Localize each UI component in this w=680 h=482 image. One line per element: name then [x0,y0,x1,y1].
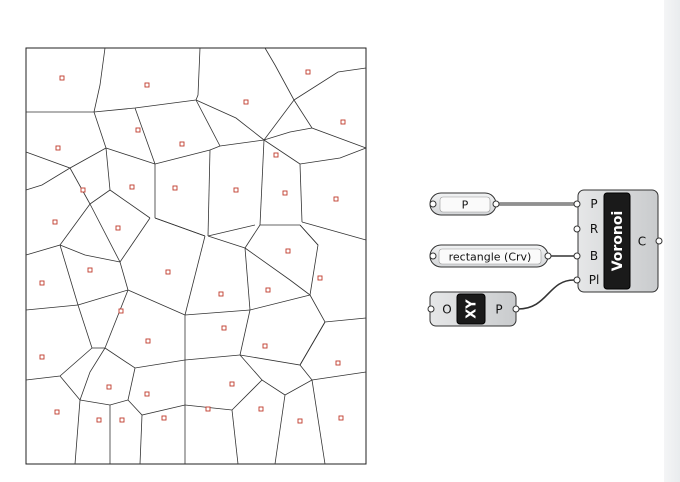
seed-point [273,152,279,158]
curve-param-input-grip[interactable] [429,252,437,260]
seed-point [265,287,271,293]
seed-point [285,248,291,254]
seed-point [106,384,112,390]
xy-plane-component[interactable]: O XY P [427,291,520,327]
seed-point [80,187,86,193]
wire-xy-to-voronoi [517,279,575,310]
seed-point [54,409,60,415]
seed-point [145,338,151,344]
seed-point [258,406,264,412]
seed-point [165,269,171,275]
seed-point [233,187,239,193]
seed-point [262,343,268,349]
xy-input-label: O [442,303,451,317]
seed-point [59,75,65,81]
voronoi-output-grip-c[interactable] [655,237,663,245]
voronoi-output-label-c: C [638,235,646,249]
seed-point [205,406,211,412]
voronoi-input-grip-p[interactable] [573,200,581,208]
page-edge-shadow [664,0,680,482]
curve-param[interactable]: rectangle (Crv) [429,244,552,268]
xy-plane-output-grip[interactable] [512,305,520,313]
seed-point [129,184,135,190]
voronoi-input-label-b: B [590,249,598,263]
seed-point [305,69,311,75]
seed-point [144,391,150,397]
curve-param-label: rectangle (Crv) [449,251,532,264]
seed-point [118,308,124,314]
seed-point [297,418,303,424]
seed-point [55,145,61,151]
seed-point [243,99,249,105]
seed-point [144,82,150,88]
seed-point [340,119,346,125]
seed-point [338,415,344,421]
seed-point [135,127,141,133]
seed-point [282,190,288,196]
seed-point [317,275,323,281]
point-param[interactable]: P [429,192,500,216]
voronoi-input-label-pl: Pl [589,273,600,287]
voronoi-input-grip-b[interactable] [573,252,581,260]
voronoi-component[interactable]: P R B Pl Voronoi C [573,189,663,293]
seed-point [221,325,227,331]
seed-point [87,267,93,273]
voronoi-title-plate [603,192,631,290]
xy-output-label: P [495,303,502,317]
seed-point [161,415,167,421]
voronoi-seed-points [39,69,346,424]
seed-point [115,225,121,231]
seed-point [39,354,45,360]
seed-point [172,185,178,191]
seed-point [96,417,102,423]
xy-component-title: XY [465,299,480,319]
xy-origin-input-grip[interactable] [427,305,435,313]
seed-point [229,381,235,387]
voronoi-input-grip-pl[interactable] [573,276,581,284]
voronoi-input-grip-r[interactable] [573,225,581,233]
xy-title-plate [456,293,486,325]
wires [498,202,575,310]
seed-point [179,141,185,147]
voronoi-boundary-rectangle [25,47,367,465]
curve-param-output-grip[interactable] [544,252,552,260]
voronoi-input-label-p: P [590,197,597,211]
point-param-label: P [462,199,469,212]
seed-point [218,291,224,297]
seed-point [335,360,341,366]
seed-point [119,417,125,423]
point-param-output-grip[interactable] [492,200,500,208]
voronoi-input-label-r: R [590,222,598,236]
seed-point [333,196,339,202]
point-param-input-grip[interactable] [429,200,437,208]
seed-point [39,280,45,286]
seed-point [52,219,58,225]
voronoi-component-title: Voronoi [610,211,626,272]
